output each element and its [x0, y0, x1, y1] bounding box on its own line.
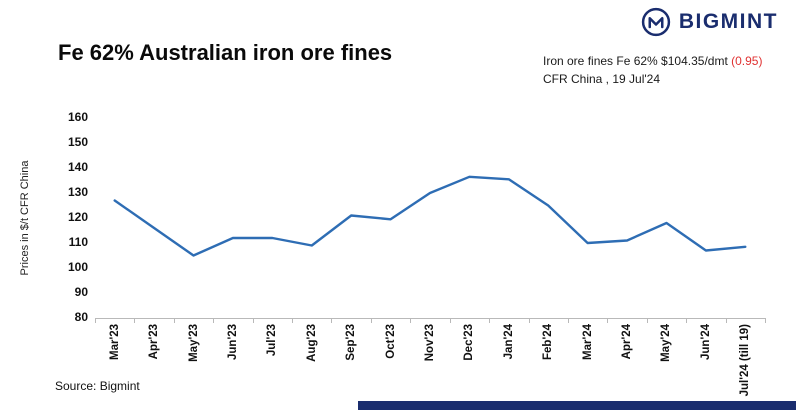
- y-tick-label: 150: [67, 135, 88, 149]
- x-tickmark: [646, 318, 648, 323]
- x-tickmark: [292, 318, 294, 323]
- x-tick-label: Jun'24: [699, 324, 712, 360]
- x-tick-label: Apr'23: [148, 324, 161, 360]
- y-tick-label: 160: [67, 110, 88, 124]
- price-quote-text: Iron ore fines Fe 62% $104.35/dmt: [543, 54, 732, 68]
- y-tick-label: 100: [67, 260, 88, 274]
- x-tick-label: Mar'23: [108, 324, 121, 360]
- x-tick-label: Jan'24: [502, 324, 515, 360]
- x-tickmark: [489, 318, 491, 323]
- x-tick-label: Sep'23: [345, 324, 358, 361]
- x-tickmark: [686, 318, 688, 323]
- x-tickmark: [410, 318, 412, 323]
- x-tick-label: Mar'24: [581, 324, 594, 360]
- brand-logo: BIGMINT: [641, 7, 778, 37]
- x-tick-label: May'24: [660, 324, 673, 362]
- x-tickmark: [567, 318, 569, 323]
- y-axis-title: Prices in $/t CFR China: [19, 160, 31, 276]
- x-tick-label: Jun'23: [226, 324, 239, 360]
- x-tickmark: [173, 318, 175, 323]
- source-note: Source: Bigmint: [55, 379, 140, 393]
- x-tick-label: Aug'23: [305, 324, 318, 362]
- price-line-chart: [113, 175, 747, 257]
- brand-name: BIGMINT: [678, 10, 778, 33]
- x-axis-line: [95, 318, 765, 319]
- x-tick-label: Jul'23: [266, 324, 279, 357]
- x-tickmark: [370, 318, 372, 323]
- y-tick-label: 90: [74, 285, 88, 299]
- footer-bar: [358, 401, 796, 410]
- x-tick-label: Oct'23: [384, 324, 397, 359]
- x-tickmark: [449, 318, 451, 323]
- price-line: [113, 175, 747, 257]
- x-tick-label: Nov'23: [424, 324, 436, 362]
- x-tick-label: Apr'24: [621, 324, 634, 360]
- x-tickmark: [134, 318, 136, 323]
- x-tickmark: [95, 318, 96, 323]
- x-tickmark: [528, 318, 530, 323]
- chart-title: Fe 62% Australian iron ore fines: [58, 40, 393, 65]
- y-tick-label: 80: [74, 310, 88, 324]
- y-tick-label: 140: [67, 160, 88, 174]
- bigmint-logo-icon: [641, 7, 671, 37]
- y-tick-label: 110: [68, 235, 88, 249]
- x-tickmark: [607, 318, 609, 323]
- x-tickmark: [252, 318, 254, 323]
- price-quote-line1: Iron ore fines Fe 62% $104.35/dmt (0.95): [543, 52, 762, 70]
- x-tickmark: [213, 318, 215, 323]
- price-quote-change: (0.95): [731, 54, 763, 68]
- x-tickmark: [331, 318, 333, 323]
- x-tickmark: [765, 318, 766, 323]
- y-tick-label: 130: [67, 185, 88, 199]
- x-tick-label: May'23: [187, 324, 200, 362]
- x-tick-label: Jul'24 (till 19): [739, 324, 752, 397]
- x-tick-label: Feb'24: [542, 324, 555, 360]
- price-quote: Iron ore fines Fe 62% $104.35/dmt (0.95)…: [543, 52, 762, 88]
- x-tick-label: Dec'23: [463, 324, 476, 361]
- y-tick-label: 120: [67, 210, 88, 224]
- x-tickmark: [725, 318, 727, 323]
- price-quote-line2: CFR China , 19 Jul'24: [543, 72, 661, 86]
